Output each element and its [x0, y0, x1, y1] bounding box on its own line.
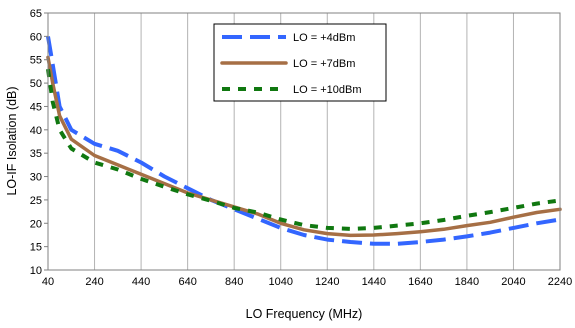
x-tick-label: 1240 — [315, 276, 339, 288]
y-tick-label: 25 — [30, 195, 42, 207]
y-tick-label: 55 — [30, 55, 42, 67]
legend-items: LO = +4dBm LO = +7dBm LO = +10dBm — [220, 32, 362, 96]
y-tick-label: 15 — [30, 242, 42, 254]
y-tick-label: 40 — [30, 125, 42, 137]
x-axis-title: LO Frequency (MHz) — [246, 307, 363, 321]
x-tick-label: 2040 — [501, 276, 525, 288]
series-line-2 — [46, 55, 562, 238]
y-tick-label: 35 — [30, 148, 42, 160]
x-tick-label: 1040 — [268, 276, 292, 288]
x-tick-label: 1640 — [408, 276, 432, 288]
x-tick-label: 40 — [42, 276, 54, 288]
x-tick-labels: 40 240 440 640 840 1040 1240 1440 1640 1840 2040 22… — [42, 276, 572, 288]
x-tick-label: 240 — [85, 276, 103, 288]
y-tick-label: 10 — [30, 265, 42, 277]
x-tick-label: 1440 — [362, 276, 386, 288]
legend: LO = +4dBm LO = +7dBm LO = +10dBm — [213, 23, 387, 102]
y-tick-label: 30 — [30, 172, 42, 184]
series-line-1 — [46, 36, 561, 246]
series-lines — [46, 36, 562, 246]
legend-label-1: LO = +4dBm — [293, 32, 355, 44]
y-tick-label: 60 — [30, 31, 42, 43]
legend-label-3: LO = +10dBm — [293, 84, 362, 96]
y-axis-title: LO-IF Isolation (dB) — [5, 86, 19, 195]
x-tick-label: 840 — [225, 276, 243, 288]
series-line-3 — [46, 68, 561, 231]
y-tick-label: 45 — [30, 101, 42, 113]
plot-frame — [47, 12, 561, 271]
y-tick-label: 65 — [30, 8, 42, 20]
x-tick-label: 1840 — [455, 276, 479, 288]
legend-label-2: LO = +7dBm — [293, 58, 355, 70]
y-tick-label: 50 — [30, 78, 42, 90]
y-tick-label: 20 — [30, 218, 42, 230]
x-tick-label: 640 — [178, 276, 196, 288]
x-tick-label: 2240 — [548, 276, 572, 288]
x-tick-label: 440 — [132, 276, 150, 288]
y-tick-labels: 10 15 20 25 30 35 40 45 50 55 60 65 — [30, 8, 48, 277]
